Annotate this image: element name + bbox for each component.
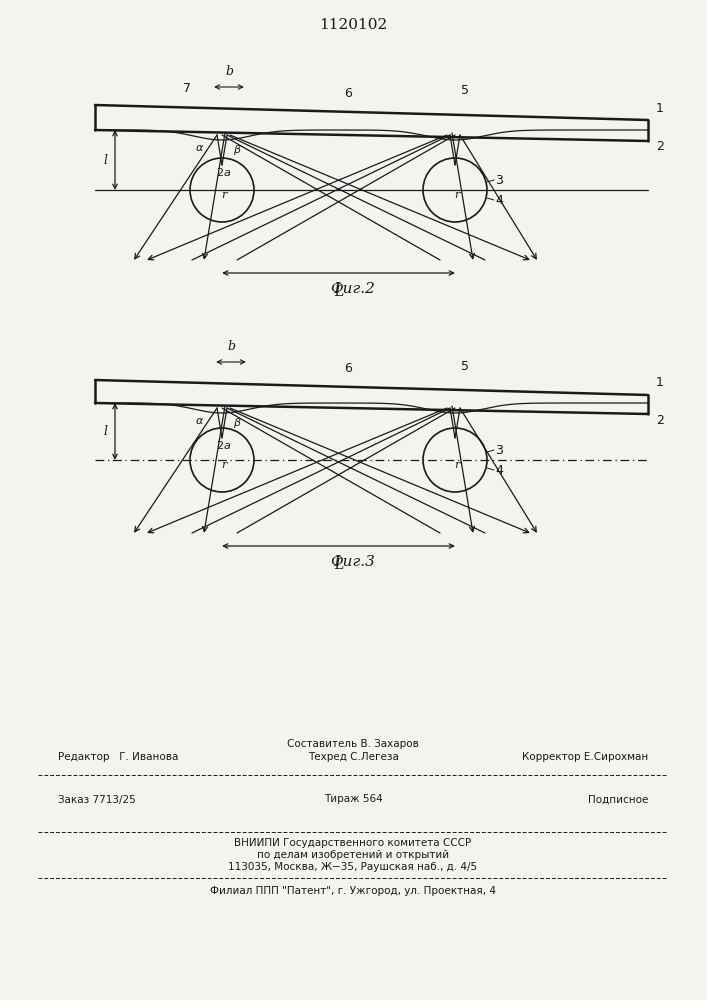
Text: Подписное: Подписное [588,794,648,804]
Text: 5: 5 [461,84,469,97]
Text: 3: 3 [495,444,503,456]
Text: $\alpha$: $\alpha$ [195,143,204,153]
Text: $\beta$: $\beta$ [233,143,241,157]
Text: b: b [225,65,233,78]
Text: $\alpha$: $\alpha$ [195,416,204,426]
Text: 4: 4 [495,194,503,207]
Text: 6: 6 [344,87,352,100]
Text: r: r [221,460,227,470]
Text: $2a$: $2a$ [216,439,232,451]
Text: r: r [455,460,460,470]
Text: b: b [227,340,235,353]
Text: 6: 6 [344,362,352,375]
Text: 7: 7 [183,82,191,95]
Text: по делам изобретений и открытий: по делам изобретений и открытий [257,850,449,860]
Text: L: L [334,558,343,572]
Text: $\beta$: $\beta$ [233,416,241,430]
Text: l: l [103,153,107,166]
Text: 4: 4 [495,464,503,477]
Text: 5: 5 [461,360,469,373]
Text: $2a$: $2a$ [216,166,232,178]
Text: 1: 1 [656,102,664,114]
Text: 113035, Москва, Ж−35, Раушская наб., д. 4/5: 113035, Москва, Ж−35, Раушская наб., д. … [228,862,477,872]
Text: L: L [334,285,343,299]
Text: Составитель В. Захаров: Составитель В. Захаров [287,739,419,749]
Text: 1120102: 1120102 [319,18,387,32]
Text: Фиг.2: Фиг.2 [331,282,375,296]
Text: Техред С.Легеза: Техред С.Легеза [308,752,399,762]
Text: r: r [455,190,460,200]
Text: l: l [103,425,107,438]
Text: 1: 1 [656,376,664,389]
Text: Редактор   Г. Иванова: Редактор Г. Иванова [58,752,178,762]
Text: 3: 3 [495,174,503,186]
Text: ВНИИПИ Государственного комитета СССР: ВНИИПИ Государственного комитета СССР [235,838,472,848]
Text: Корректор Е.Сирохман: Корректор Е.Сирохман [522,752,648,762]
Text: 2: 2 [656,140,664,153]
Text: 2: 2 [656,414,664,426]
Text: Тираж 564: Тираж 564 [324,794,382,804]
Text: Филиал ППП "Патент", г. Ужгород, ул. Проектная, 4: Филиал ППП "Патент", г. Ужгород, ул. Про… [210,886,496,896]
Text: Фиг.3: Фиг.3 [331,555,375,569]
Text: Заказ 7713/25: Заказ 7713/25 [58,794,136,804]
Text: r: r [221,190,227,200]
